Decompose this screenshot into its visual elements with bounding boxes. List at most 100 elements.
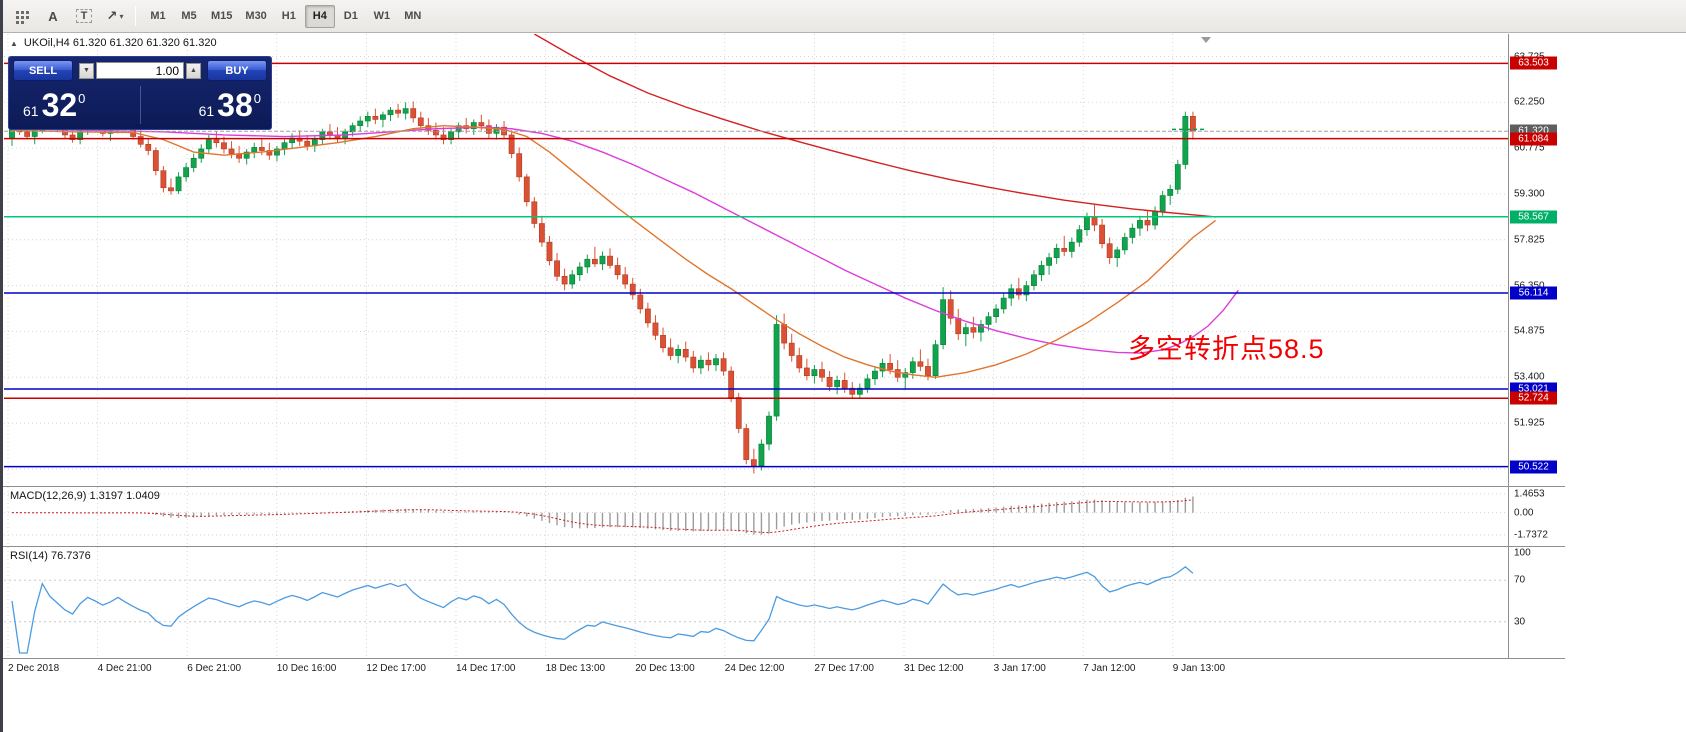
macd-histogram (11, 496, 1194, 535)
rsi-axis-label: 100 (1514, 547, 1531, 559)
candle-body (258, 147, 265, 151)
candlesticks (9, 101, 1196, 474)
time-axis[interactable]: 2 Dec 2018 4 Dec 21:00 6 Dec 21:00 10 Dec 1… (0, 660, 1565, 680)
moving-averages (11, 34, 1239, 378)
price-axis-label: 57.825 (1514, 234, 1545, 246)
candle-body (1000, 297, 1007, 310)
candle-body (569, 274, 576, 285)
candle-body (955, 317, 962, 335)
text-tool-button[interactable]: T (71, 4, 97, 28)
price-axis-separator (1508, 34, 1509, 658)
chart-macd-divider[interactable] (3, 486, 1565, 487)
level-badge-56.114: 56.114 (1510, 286, 1557, 300)
volume-control: ▼ 1.00 ▲ (76, 62, 204, 79)
candle-body (493, 126, 500, 134)
templates-grid-button[interactable] (9, 4, 35, 28)
candle-body (614, 265, 621, 276)
macd-rsi-divider[interactable] (3, 546, 1565, 547)
candle-body (925, 366, 931, 377)
candle-body (591, 258, 598, 265)
candle-body (743, 428, 750, 460)
macd-canvas[interactable] (0, 487, 1565, 546)
candle-body (1061, 248, 1068, 252)
candle-body (433, 130, 439, 136)
timeframe-M5-button[interactable]: M5 (174, 5, 204, 28)
timeframe-MN-button[interactable]: MN (398, 5, 428, 28)
text-label-tool-button[interactable]: A (40, 4, 66, 28)
timeframe-W1-button[interactable]: W1 (367, 5, 397, 28)
candle-body (667, 347, 674, 356)
candle-body (1159, 195, 1166, 212)
candle-body (622, 274, 629, 285)
candle-body (766, 415, 772, 445)
price-axis-label: 51.925 (1514, 417, 1545, 429)
timeframe-M30-button[interactable]: M30 (239, 5, 272, 28)
candle-body (380, 114, 386, 120)
sell-button[interactable]: SELL (13, 60, 73, 81)
price-axis[interactable]: 63.725 62.250 60.775 59.300 57.825 56.350 54.8… (1509, 34, 1579, 486)
candle-body (682, 349, 689, 358)
rsi-canvas[interactable] (0, 547, 1565, 658)
time-axis-label: 3 Jan 17:00 (993, 663, 1046, 674)
candle-body (1046, 257, 1052, 266)
arrow-objects-tool-button[interactable]: ↗ ▾ (102, 4, 128, 28)
candle-body (1091, 216, 1098, 226)
candle-body (561, 276, 568, 285)
candle-body (523, 176, 530, 203)
collapse-arrow-icon[interactable]: ▲ (10, 38, 18, 48)
candle-body (1084, 216, 1090, 231)
timeframe-M1-button[interactable]: M1 (143, 5, 173, 28)
candle-body (932, 344, 939, 377)
timeframe-H4-button[interactable]: H4 (304, 4, 335, 28)
price-axis-label: 63.725 (1514, 51, 1545, 62)
candle-body (834, 380, 841, 387)
candle-body (713, 358, 719, 366)
candle-body (644, 308, 651, 324)
candle-body (228, 148, 235, 154)
timeframe-group: M1 M5 M15 M30 H1 H4 D1 W1 MN (143, 4, 428, 28)
candle-body (629, 283, 636, 296)
candle-body (274, 148, 280, 156)
candle-body (357, 120, 364, 126)
drawing-tools-group: A T ↗ ▾ (3, 4, 128, 28)
candle-body (508, 134, 515, 154)
volume-input[interactable]: 1.00 (96, 62, 184, 79)
candle-body (486, 125, 492, 134)
candle-body (894, 369, 901, 378)
chart-shift-marker-icon[interactable] (1201, 37, 1211, 43)
ma-red-line (533, 34, 1216, 218)
price-axis-label: 54.875 (1514, 325, 1545, 337)
macd-label: MACD(12,26,9) 1.3197 1.0409 (10, 490, 160, 502)
candle-body (607, 255, 613, 266)
timeframe-H1-button[interactable]: H1 (274, 5, 304, 28)
letter-t-boxed-icon: T (75, 9, 93, 23)
candle-body (478, 122, 485, 126)
timeframe-D1-button[interactable]: D1 (336, 5, 366, 28)
candle-body (349, 125, 356, 133)
chart-text-annotation[interactable]: 多空转折点58.5 (1128, 334, 1325, 364)
toolbar: A T ↗ ▾ M1 M5 M15 M30 H1 H4 D1 W1 MN (3, 0, 1686, 33)
caret-down-icon: ▾ (119, 11, 124, 21)
buy-button[interactable]: BUY (207, 60, 267, 81)
time-axis-label: 18 Dec 13:00 (545, 663, 606, 674)
candle-body (213, 139, 220, 144)
volume-up-button[interactable]: ▲ (186, 62, 201, 79)
candle-body (183, 167, 190, 178)
candle-body (796, 355, 803, 369)
timeframe-M15-button[interactable]: M15 (205, 5, 238, 28)
macd-axis: 1.4653 0.00 -1.7372 (1509, 487, 1579, 546)
rsi-axis-label: 70 (1514, 574, 1526, 586)
candle-body (758, 443, 765, 467)
volume-down-button[interactable]: ▼ (79, 62, 94, 79)
time-axis-label: 12 Dec 17:00 (366, 663, 426, 674)
candle-body (152, 150, 159, 171)
trade-panel-prices: 61 32 0 61 38 0 (9, 83, 271, 127)
candle-body (978, 324, 984, 333)
price-axis-label: 56.350 (1514, 280, 1545, 291)
macd-axis-label: 1.4653 (1514, 488, 1545, 500)
candle-body (364, 116, 371, 122)
candle-body (190, 157, 197, 168)
rsi-axis: 100 70 30 (1509, 547, 1579, 658)
candle-body (940, 299, 947, 345)
